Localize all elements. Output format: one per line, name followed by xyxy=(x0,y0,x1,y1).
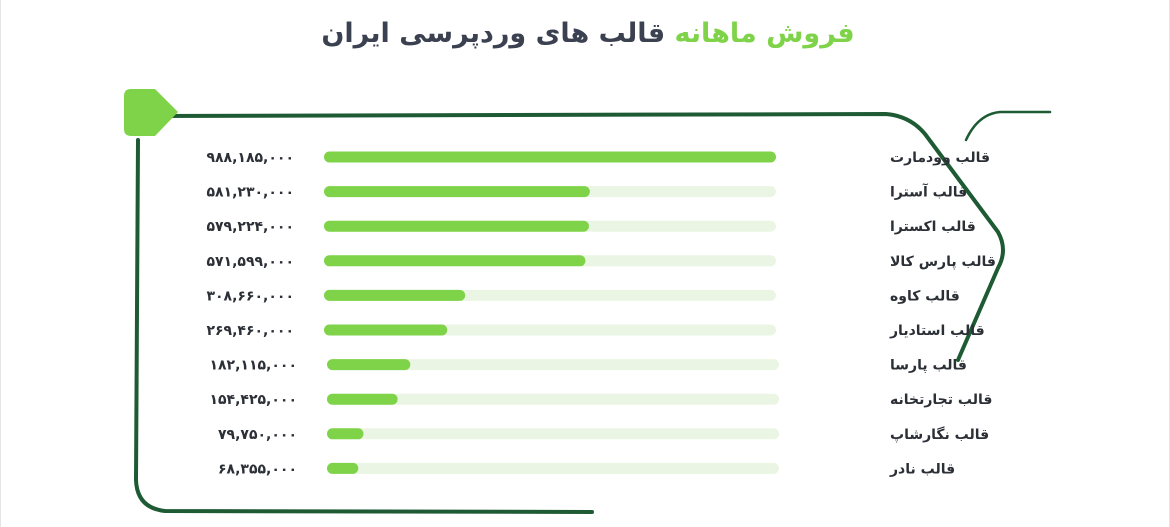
bar-tracks xyxy=(324,151,779,474)
category-label: قالب نگارشاپ xyxy=(890,426,989,443)
value-label: ۲۶۹,۴۶۰,۰۰۰ xyxy=(206,323,294,339)
value-labels: ۹۸۸,۱۸۵,۰۰۰ ۵۸۱,۲۳۰,۰۰۰ ۵۷۹,۲۲۴,۰۰۰ ۵۷۱,۵۹۹… xyxy=(206,150,297,477)
decorative-frame xyxy=(124,89,1052,514)
category-label: قالب نادر xyxy=(889,461,955,477)
value-label: ۱۵۴,۴۲۵,۰۰۰ xyxy=(209,392,297,408)
bar xyxy=(324,255,586,267)
category-label: قالب پارس کالا xyxy=(890,254,996,270)
chart-title-main: قالب های وردپرسی ایران xyxy=(321,18,666,49)
value-label: ۶۸,۳۵۵,۰۰۰ xyxy=(218,461,297,477)
bar xyxy=(324,324,448,336)
value-label: ۵۸۱,۲۳۰,۰۰۰ xyxy=(206,185,294,201)
category-label: قالب آسترا xyxy=(890,183,967,201)
value-label: ۵۷۱,۵۹۹,۰۰۰ xyxy=(206,254,294,270)
bar xyxy=(324,289,466,301)
bar-track xyxy=(327,359,779,371)
bar-track xyxy=(327,393,779,405)
category-label: قالب پارسا xyxy=(890,358,967,374)
value-label: ۷۹,۷۵۰,۰۰۰ xyxy=(218,427,297,443)
bar xyxy=(327,393,398,405)
category-labels: قالب وودمارت قالب آسترا قالب اکسترا قالب پا… xyxy=(889,150,996,477)
bar xyxy=(324,151,776,163)
chart-title-accent: فروش ماهانه xyxy=(674,18,855,49)
bar xyxy=(327,462,359,474)
bar xyxy=(324,220,589,232)
bar-track xyxy=(327,462,779,474)
category-label: قالب استادیار xyxy=(889,323,985,339)
bar-track xyxy=(327,428,779,440)
value-label: ۱۸۲,۱۱۵,۰۰۰ xyxy=(209,358,297,374)
bar xyxy=(324,186,590,198)
category-label: قالب وودمارت xyxy=(890,150,990,166)
frame-outline-left xyxy=(133,138,594,514)
frame-outline xyxy=(148,112,1005,362)
value-label: ۵۷۹,۲۲۴,۰۰۰ xyxy=(206,219,294,235)
value-label: ۳۰۸,۶۶۰,۰۰۰ xyxy=(206,288,294,304)
value-label: ۹۸۸,۱۸۵,۰۰۰ xyxy=(206,150,294,166)
frame-accent-line xyxy=(964,110,1052,142)
category-label: قالب تجارتخانه xyxy=(890,392,992,408)
frame-corner-tab xyxy=(124,89,178,136)
category-label: قالب اکسترا xyxy=(890,219,976,235)
chart-title: فروش ماهانه قالب های وردپرسی ایران xyxy=(0,18,1170,49)
category-label: قالب کاوه xyxy=(890,288,960,304)
bar xyxy=(327,359,411,371)
bar xyxy=(327,428,364,440)
bar-series xyxy=(324,151,776,474)
